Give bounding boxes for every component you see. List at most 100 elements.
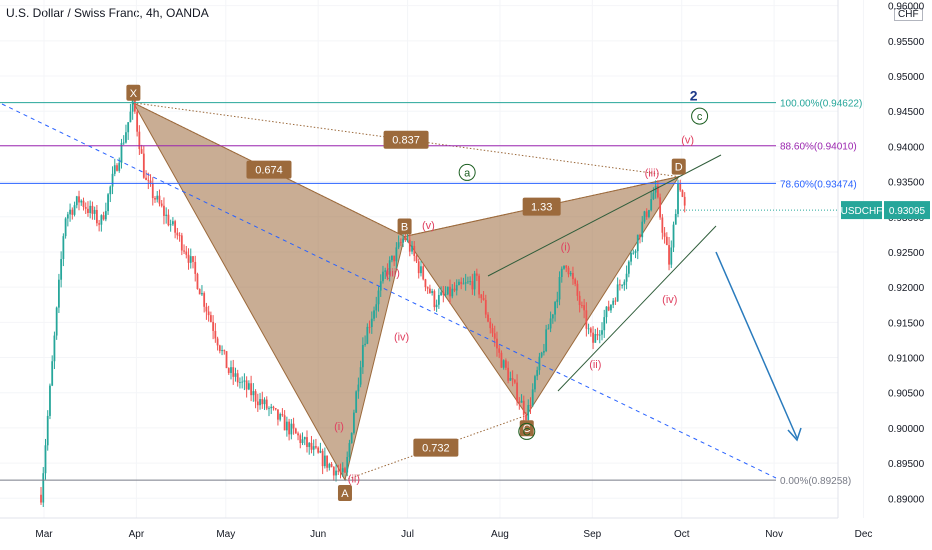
candle xyxy=(563,265,565,270)
candle xyxy=(435,299,438,312)
candle xyxy=(596,327,599,341)
candle xyxy=(572,266,574,285)
candle xyxy=(64,217,67,239)
y-tick-label: 0.89000 xyxy=(888,494,925,505)
candle xyxy=(496,331,498,357)
candle xyxy=(326,455,328,472)
candle xyxy=(330,462,333,468)
y-tick-label: 0.92500 xyxy=(888,248,925,259)
y-tick-label: 0.92000 xyxy=(888,283,925,294)
candle xyxy=(598,330,601,344)
candle xyxy=(415,254,418,264)
candle xyxy=(297,431,299,441)
candle xyxy=(87,201,89,217)
candle xyxy=(46,410,49,451)
candle xyxy=(359,360,362,388)
candle xyxy=(422,262,425,281)
candle xyxy=(397,235,400,250)
wave-label-minor: (iii) xyxy=(385,267,400,279)
wave-label-minor: (iv) xyxy=(394,331,409,343)
candle xyxy=(453,282,456,293)
svg-text:0.93095: 0.93095 xyxy=(889,206,926,217)
candle xyxy=(71,207,74,220)
candle xyxy=(178,232,181,242)
candle xyxy=(487,312,489,323)
candle xyxy=(576,280,579,301)
candle xyxy=(185,245,188,259)
candle xyxy=(643,210,646,224)
candle xyxy=(614,297,617,305)
candle xyxy=(40,486,42,505)
candle xyxy=(621,284,624,289)
x-tick-label: Mar xyxy=(35,529,53,540)
candle xyxy=(55,306,58,340)
candle xyxy=(420,260,422,277)
candle xyxy=(411,241,413,255)
candle xyxy=(549,311,552,333)
candle xyxy=(321,448,324,475)
candle xyxy=(270,403,273,415)
candle xyxy=(601,322,603,341)
candle xyxy=(446,286,449,296)
candle xyxy=(158,189,161,207)
candle xyxy=(80,199,83,206)
candle xyxy=(236,369,239,387)
x-tick-label: Jun xyxy=(310,529,326,540)
y-tick-label: 0.94000 xyxy=(888,142,925,153)
x-tick-label: Aug xyxy=(491,529,509,540)
candle xyxy=(299,433,302,449)
candle xyxy=(290,419,293,440)
y-tick-label: 0.89500 xyxy=(888,459,925,470)
candle xyxy=(603,309,606,338)
candle xyxy=(118,157,121,173)
candle xyxy=(663,227,666,244)
candle xyxy=(384,267,387,279)
candle xyxy=(98,219,101,232)
candle xyxy=(469,276,472,286)
candle xyxy=(232,359,235,385)
y-tick-label: 0.96000 xyxy=(888,2,925,13)
candle xyxy=(361,337,364,374)
candle xyxy=(583,298,586,319)
wave-label-major: 2 xyxy=(690,88,698,104)
candle xyxy=(58,273,60,314)
candle xyxy=(627,260,630,278)
wave-label-minor: (i) xyxy=(334,421,344,433)
candle xyxy=(388,256,391,282)
candle xyxy=(558,271,561,306)
x-tick-label: May xyxy=(216,529,235,540)
candle xyxy=(42,467,45,508)
candle xyxy=(49,383,51,420)
candle xyxy=(66,211,69,227)
candle xyxy=(283,410,286,431)
candle xyxy=(661,214,664,240)
candle xyxy=(62,233,65,267)
candle xyxy=(187,248,190,270)
chart-title: U.S. Dollar / Swiss Franc, 4h, OANDA xyxy=(6,6,209,20)
candle xyxy=(509,371,512,381)
candle xyxy=(203,291,206,313)
candle xyxy=(625,265,628,290)
wave-label-circled: a xyxy=(458,163,476,181)
candle xyxy=(574,277,577,287)
candle xyxy=(201,285,203,296)
candle xyxy=(502,359,505,370)
candle xyxy=(473,270,476,296)
candle xyxy=(393,255,396,267)
candle xyxy=(616,277,619,302)
candle xyxy=(75,195,78,209)
candle xyxy=(426,286,429,294)
candle xyxy=(440,286,442,297)
currency-label[interactable]: CHF xyxy=(894,8,923,21)
candle xyxy=(218,344,221,354)
pattern-point-B: B xyxy=(397,218,412,235)
candle xyxy=(413,241,416,262)
candle xyxy=(319,442,322,454)
candle xyxy=(382,265,384,284)
candle xyxy=(370,311,373,334)
candle xyxy=(174,219,177,239)
candle xyxy=(670,240,673,268)
candle xyxy=(442,285,445,303)
